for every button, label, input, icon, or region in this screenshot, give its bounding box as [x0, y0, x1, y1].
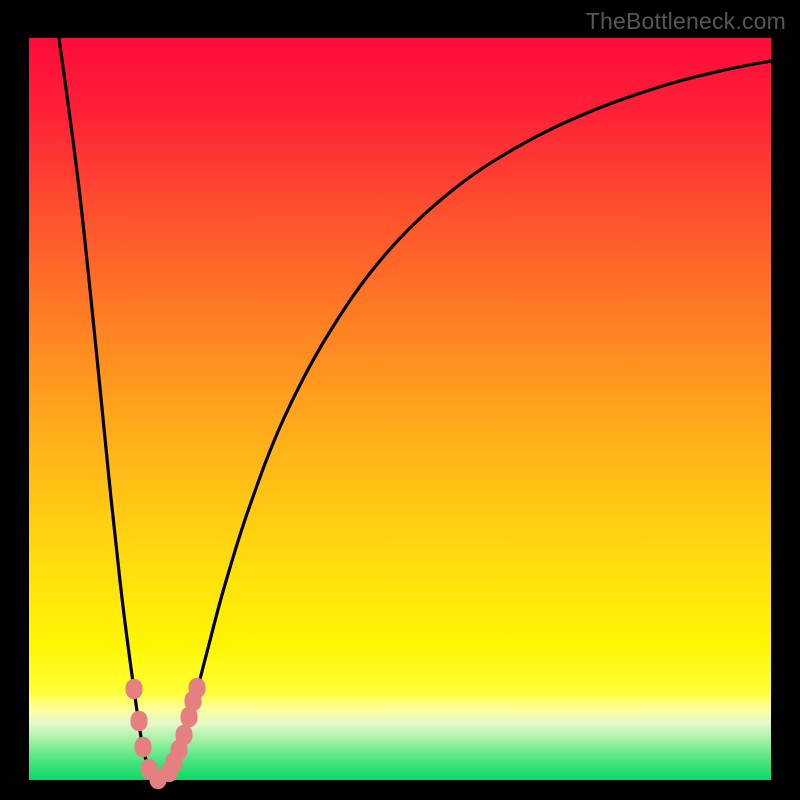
- plot-area: [29, 38, 771, 780]
- data-point-marker: [131, 711, 148, 731]
- data-point-marker: [126, 679, 143, 699]
- watermark-text: TheBottleneck.com: [586, 8, 786, 35]
- chart-container: TheBottleneck.com: [0, 0, 800, 800]
- data-point-marker: [189, 678, 206, 698]
- data-point-marker: [176, 725, 193, 745]
- marker-layer: [29, 38, 771, 780]
- data-point-marker: [135, 737, 152, 757]
